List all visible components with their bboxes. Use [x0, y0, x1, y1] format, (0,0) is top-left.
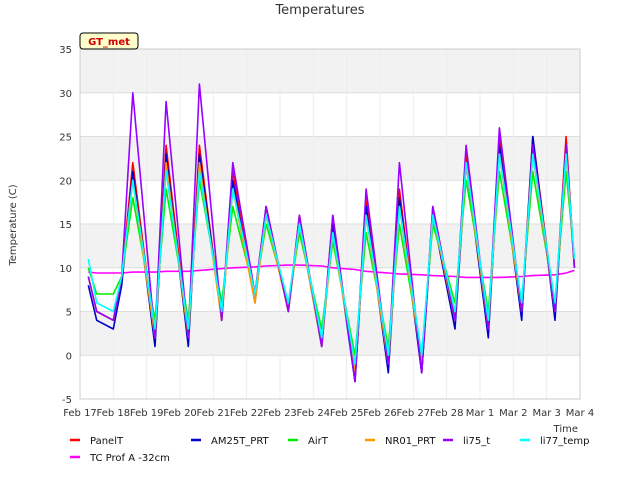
x-axis-title: Time [553, 424, 578, 435]
legend-item-am25t-prt: AM25T_PRT [191, 436, 270, 447]
y-tick-label: 35 [59, 45, 72, 56]
y-tick-label: 30 [59, 89, 72, 100]
chart-title: Temperatures [274, 3, 364, 18]
x-tick-label: Mar 2 [499, 408, 527, 419]
y-tick-label: 20 [59, 176, 72, 187]
x-tick-label: Feb 26 [363, 408, 397, 419]
plot-band [80, 311, 580, 356]
legend-item-li75-t: li75_t [443, 436, 490, 447]
y-tick-label: -5 [62, 395, 72, 406]
x-tick-label: Feb 17 [63, 408, 97, 419]
plot-band [80, 49, 580, 93]
legend-item-airt: AirT [288, 436, 329, 447]
site-badge: GT_met [79, 32, 139, 50]
legend-label: PanelT [90, 436, 124, 447]
y-tick-label: 5 [66, 308, 72, 319]
x-tick-label: Feb 22 [230, 408, 264, 419]
series-layer [87, 83, 576, 383]
y-tick-label: 15 [59, 220, 72, 231]
x-tick-label: Feb 21 [197, 408, 231, 419]
x-tick-label: Mar 4 [566, 408, 594, 419]
x-tick-label: Mar 3 [532, 408, 560, 419]
legend-label: li77_temp [540, 436, 589, 447]
y-tick-label: 0 [66, 351, 72, 362]
grid-lines [79, 48, 581, 400]
series-line-li77-temp [87, 153, 576, 365]
x-tick-label: Feb 23 [263, 408, 297, 419]
legend-item-li77-temp: li77_temp [520, 436, 589, 447]
legend: PanelT TC Prof A -32cm AM25T_PRT AirT NR01_P… [70, 436, 589, 464]
x-tick-label: Feb 27 [397, 408, 431, 419]
legend-label: AM25T_PRT [211, 436, 270, 447]
x-tick-label: Feb 18 [97, 408, 131, 419]
site-badge-box [79, 32, 139, 50]
plot-frame [79, 48, 581, 400]
x-tick-label: Feb 25 [330, 408, 364, 419]
legend-label: TC Prof A -32cm [89, 453, 170, 464]
y-tick-label: 10 [59, 264, 72, 275]
legend-item-nr01-prt: NR01_PRT [365, 436, 436, 447]
x-tick-label: Feb 28 [430, 408, 464, 419]
x-axis: Feb 17 Feb 18 Feb 19 Feb 20 Feb 21 Feb 22 Feb … [63, 408, 594, 419]
y-tick-label: 25 [59, 133, 72, 144]
legend-label: li75_t [463, 436, 490, 447]
x-tick-label: Feb 20 [163, 408, 197, 419]
x-tick-label: Feb 24 [297, 408, 331, 419]
site-badge-label: GT_met [88, 37, 130, 48]
x-tick-label: Mar 1 [466, 408, 494, 419]
legend-label: NR01_PRT [385, 436, 436, 447]
legend-label: AirT [308, 436, 329, 447]
y-axis-title: Temperature (C) [8, 184, 19, 266]
legend-item-panelt: PanelT [70, 436, 124, 447]
series-line-tc-prof-a-32cm [88, 264, 575, 279]
legend-item-tc-prof-a-32cm: TC Prof A -32cm [70, 453, 170, 464]
y-axis: -5 0 5 10 15 20 25 30 35 [59, 45, 72, 406]
x-tick-label: Feb 19 [130, 408, 164, 419]
